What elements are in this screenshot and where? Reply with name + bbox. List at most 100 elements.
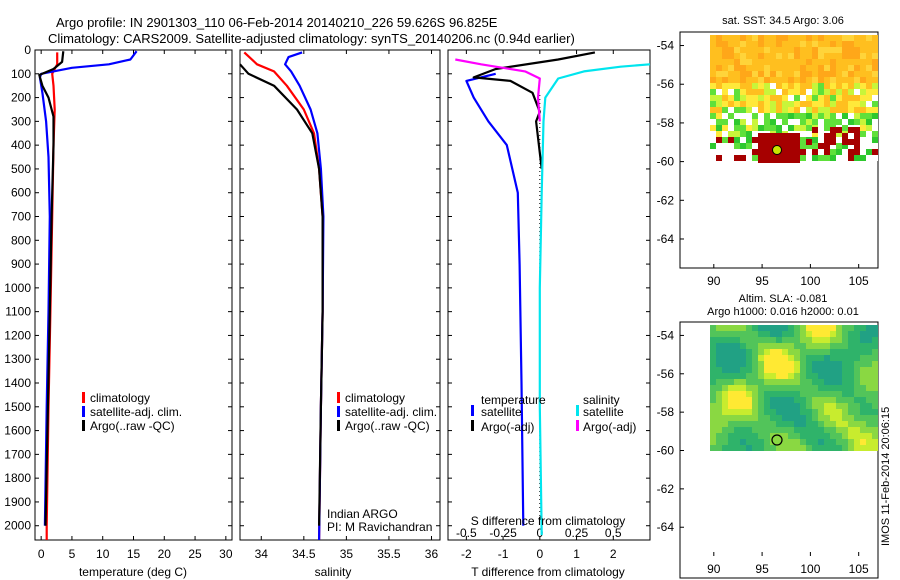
sst-cell (710, 71, 716, 77)
sst-cell (800, 143, 806, 149)
sst-cell (854, 41, 860, 47)
sla-cell (860, 325, 866, 331)
sla-cell (866, 373, 872, 379)
sst-cell (752, 113, 758, 119)
sla-cell (866, 433, 872, 439)
sst-cell (836, 83, 842, 89)
x-tick-label: 34.5 (292, 547, 316, 561)
sla-cell (854, 349, 860, 355)
sst-cell (722, 107, 728, 113)
sla-cell (764, 385, 770, 391)
sst-cell (806, 101, 812, 107)
sla-cell (770, 367, 776, 373)
sst-cell (842, 101, 848, 107)
sla-cell (836, 367, 842, 373)
sla-cell (746, 373, 752, 379)
depth-tick-label: 1000 (4, 281, 31, 295)
sst-cell (776, 77, 782, 83)
sla-cell (812, 337, 818, 343)
sla-cell (788, 325, 794, 331)
sla-cell (872, 403, 878, 409)
sst-cell (716, 131, 722, 137)
legend-swatch (471, 420, 474, 431)
sst-cell (752, 59, 758, 65)
sst-cell (746, 119, 752, 125)
sla-cell (782, 337, 788, 343)
sst-cell (758, 53, 764, 59)
sst-cell (842, 59, 848, 65)
sst-cell (824, 35, 830, 41)
map-y-tick-label: -56 (657, 77, 675, 91)
sla-cell (854, 373, 860, 379)
sst-cell (842, 95, 848, 101)
sst-cell (872, 83, 878, 89)
sst-cell (806, 149, 812, 155)
sla-cell (788, 391, 794, 397)
sst-cell (752, 35, 758, 41)
sst-cell (824, 59, 830, 65)
sla-cell (710, 337, 716, 343)
sla-cell (848, 409, 854, 415)
sla-cell (800, 361, 806, 367)
sst-cell (818, 35, 824, 41)
sst-cell (782, 125, 788, 131)
sst-cell (800, 77, 806, 83)
sla-cell (728, 433, 734, 439)
sla-cell (800, 421, 806, 427)
sla-cell (752, 391, 758, 397)
sla-cell (716, 385, 722, 391)
sst-cell (818, 59, 824, 65)
sla-cell (758, 391, 764, 397)
sst-cell (818, 155, 824, 161)
sst-cell (848, 139, 854, 145)
sla-cell (752, 349, 758, 355)
sst-cell (734, 101, 740, 107)
sst-cell (824, 125, 830, 131)
sst-cell (770, 47, 776, 53)
sst-cell (854, 101, 860, 107)
sst-cell (710, 89, 716, 95)
x-tick-label: 10 (96, 547, 110, 561)
sla-cell (824, 373, 830, 379)
sst-cell (788, 95, 794, 101)
sst-cell (794, 65, 800, 71)
sla-cell (710, 409, 716, 415)
sla-cell (716, 391, 722, 397)
sla-cell (740, 415, 746, 421)
sla-cell (872, 445, 878, 451)
sla-cell (782, 391, 788, 397)
sst-cell (842, 139, 848, 145)
sst-cell (824, 155, 830, 161)
sst-cell (860, 89, 866, 95)
sst-cell (860, 71, 866, 77)
sst-cell (866, 53, 872, 59)
sst-cell (716, 125, 722, 131)
sst-cell (728, 125, 734, 131)
sst-cell (728, 155, 734, 161)
sla-cell (806, 421, 812, 427)
sla-cell (794, 427, 800, 433)
sst-cell (824, 47, 830, 53)
sla-cell (794, 385, 800, 391)
sla-cell (818, 421, 824, 427)
sst-cell (836, 137, 842, 143)
sst-cell (782, 101, 788, 107)
sst-cell (860, 143, 866, 149)
sla-cell (776, 331, 782, 337)
sla-cell (812, 439, 818, 445)
sst-cell (866, 65, 872, 71)
sla-cell (812, 397, 818, 403)
sst-cell (764, 157, 770, 163)
sst-cell (842, 119, 848, 125)
sla-cell (872, 349, 878, 355)
sla-cell (848, 421, 854, 427)
sst-cell (710, 107, 716, 113)
sst-cell (722, 89, 728, 95)
sla-cell (866, 361, 872, 367)
sla-cell (734, 415, 740, 421)
sla-cell (740, 433, 746, 439)
sla-cell (764, 421, 770, 427)
sst-cell (848, 71, 854, 77)
sst-cell (758, 95, 764, 101)
depth-tick-label: 200 (11, 91, 31, 105)
